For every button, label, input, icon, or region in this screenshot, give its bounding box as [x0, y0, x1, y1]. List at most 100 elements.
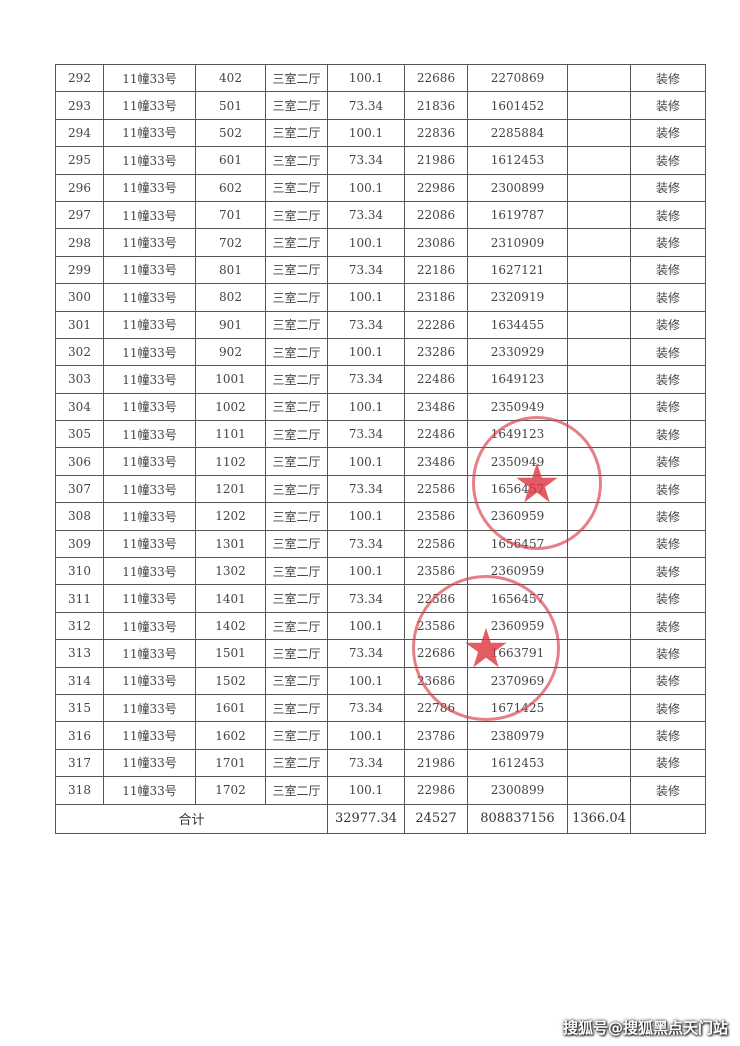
cell-note: 装修	[630, 146, 706, 175]
cell-amount: 1656457	[467, 584, 568, 613]
cell-price: 22586	[404, 529, 468, 559]
cell-note: 装修	[630, 776, 706, 805]
cell-area: 100.1	[327, 118, 405, 148]
cell-unit: 1601	[195, 693, 266, 723]
cell-layout: 三室二厅	[265, 228, 328, 257]
total-note	[630, 803, 706, 834]
cell-note: 装修	[630, 529, 706, 559]
cell-price: 22186	[404, 255, 468, 285]
table-row: 307 11幢33号 1201 三室二厅 73.34 22586 1656457 装修	[55, 474, 706, 504]
cell-amount: 2320919	[467, 283, 568, 312]
cell-price: 21986	[404, 748, 468, 778]
total-extra: 1366.04	[567, 803, 631, 834]
cell-amount: 2300899	[467, 173, 568, 202]
cell-extra	[567, 639, 631, 668]
cell-building: 11幢33号	[103, 228, 196, 257]
cell-extra	[567, 447, 631, 476]
cell-layout: 三室二厅	[265, 337, 328, 367]
total-area: 32977.34	[327, 803, 405, 834]
cell-area: 73.34	[327, 474, 405, 504]
cell-amount: 1656457	[467, 474, 568, 504]
table-row: 316 11幢33号 1602 三室二厅 100.1 23786 2380979 装修	[55, 721, 706, 750]
cell-index: 305	[55, 420, 104, 449]
cell-area: 73.34	[327, 255, 405, 285]
cell-layout: 三室二厅	[265, 666, 328, 695]
cell-unit: 801	[195, 255, 266, 285]
table-row: 294 11幢33号 502 三室二厅 100.1 22836 2285884 装修	[55, 118, 706, 148]
cell-amount: 1663791	[467, 639, 568, 668]
table-row: 302 11幢33号 902 三室二厅 100.1 23286 2330929 装修	[55, 337, 706, 367]
cell-extra	[567, 392, 631, 422]
cell-extra	[567, 337, 631, 367]
table-row: 300 11幢33号 802 三室二厅 100.1 23186 2320919 装修	[55, 283, 706, 312]
cell-layout: 三室二厅	[265, 118, 328, 148]
table-row: 315 11幢33号 1601 三室二厅 73.34 22786 1671425 装修	[55, 693, 706, 723]
cell-amount: 2350949	[467, 392, 568, 422]
cell-amount: 2370969	[467, 666, 568, 695]
table-row: 295 11幢33号 601 三室二厅 73.34 21986 1612453 装修	[55, 146, 706, 175]
cell-extra	[567, 91, 631, 120]
table-row: 309 11幢33号 1301 三室二厅 73.34 22586 1656457 装修	[55, 529, 706, 559]
cell-extra	[567, 502, 631, 531]
cell-price: 22986	[404, 776, 468, 805]
cell-price: 22086	[404, 200, 468, 230]
cell-extra	[567, 173, 631, 202]
total-row: 合计 32977.34 24527 808837156 1366.04	[55, 803, 706, 834]
cell-layout: 三室二厅	[265, 255, 328, 285]
table-row: 297 11幢33号 701 三室二厅 73.34 22086 1619787 装修	[55, 200, 706, 230]
cell-building: 11幢33号	[103, 557, 196, 586]
table-row: 303 11幢33号 1001 三室二厅 73.34 22486 1649123 装修	[55, 365, 706, 394]
cell-price: 23486	[404, 447, 468, 476]
cell-price: 23786	[404, 721, 468, 750]
cell-area: 100.1	[327, 337, 405, 367]
cell-note: 装修	[630, 63, 706, 93]
cell-building: 11幢33号	[103, 146, 196, 175]
cell-price: 22686	[404, 639, 468, 668]
cell-area: 100.1	[327, 63, 405, 93]
cell-unit: 1301	[195, 529, 266, 559]
cell-unit: 601	[195, 146, 266, 175]
cell-building: 11幢33号	[103, 748, 196, 778]
cell-note: 装修	[630, 337, 706, 367]
table-row: 305 11幢33号 1101 三室二厅 73.34 22486 1649123 装修	[55, 420, 706, 449]
cell-amount: 1601452	[467, 91, 568, 120]
cell-layout: 三室二厅	[265, 721, 328, 750]
cell-area: 100.1	[327, 776, 405, 805]
cell-amount: 1627121	[467, 255, 568, 285]
cell-amount: 2300899	[467, 776, 568, 805]
table-row: 312 11幢33号 1402 三室二厅 100.1 23586 2360959 装修	[55, 611, 706, 641]
cell-building: 11幢33号	[103, 283, 196, 312]
table-row: 296 11幢33号 602 三室二厅 100.1 22986 2300899 装修	[55, 173, 706, 202]
cell-area: 73.34	[327, 748, 405, 778]
cell-index: 306	[55, 447, 104, 476]
table-row: 313 11幢33号 1501 三室二厅 73.34 22686 1663791 装修	[55, 639, 706, 668]
cell-building: 11幢33号	[103, 639, 196, 668]
cell-unit: 1702	[195, 776, 266, 805]
cell-unit: 402	[195, 63, 266, 93]
cell-unit: 1202	[195, 502, 266, 531]
cell-layout: 三室二厅	[265, 639, 328, 668]
cell-index: 295	[55, 146, 104, 175]
cell-price: 22586	[404, 474, 468, 504]
cell-index: 313	[55, 639, 104, 668]
cell-index: 304	[55, 392, 104, 422]
cell-unit: 1201	[195, 474, 266, 504]
table-row: 304 11幢33号 1002 三室二厅 100.1 23486 2350949 装修	[55, 392, 706, 422]
cell-area: 100.1	[327, 228, 405, 257]
cell-layout: 三室二厅	[265, 63, 328, 93]
cell-area: 100.1	[327, 447, 405, 476]
cell-layout: 三室二厅	[265, 173, 328, 202]
cell-price: 22986	[404, 173, 468, 202]
cell-amount: 2350949	[467, 447, 568, 476]
cell-extra	[567, 228, 631, 257]
table-row: 298 11幢33号 702 三室二厅 100.1 23086 2310909 装修	[55, 228, 706, 257]
cell-amount: 2360959	[467, 502, 568, 531]
cell-layout: 三室二厅	[265, 529, 328, 559]
cell-layout: 三室二厅	[265, 557, 328, 586]
cell-unit: 701	[195, 200, 266, 230]
cell-amount: 2270869	[467, 63, 568, 93]
cell-layout: 三室二厅	[265, 748, 328, 778]
cell-price: 22836	[404, 118, 468, 148]
table-row: 310 11幢33号 1302 三室二厅 100.1 23586 2360959 装修	[55, 557, 706, 586]
table-row: 317 11幢33号 1701 三室二厅 73.34 21986 1612453 装修	[55, 748, 706, 778]
